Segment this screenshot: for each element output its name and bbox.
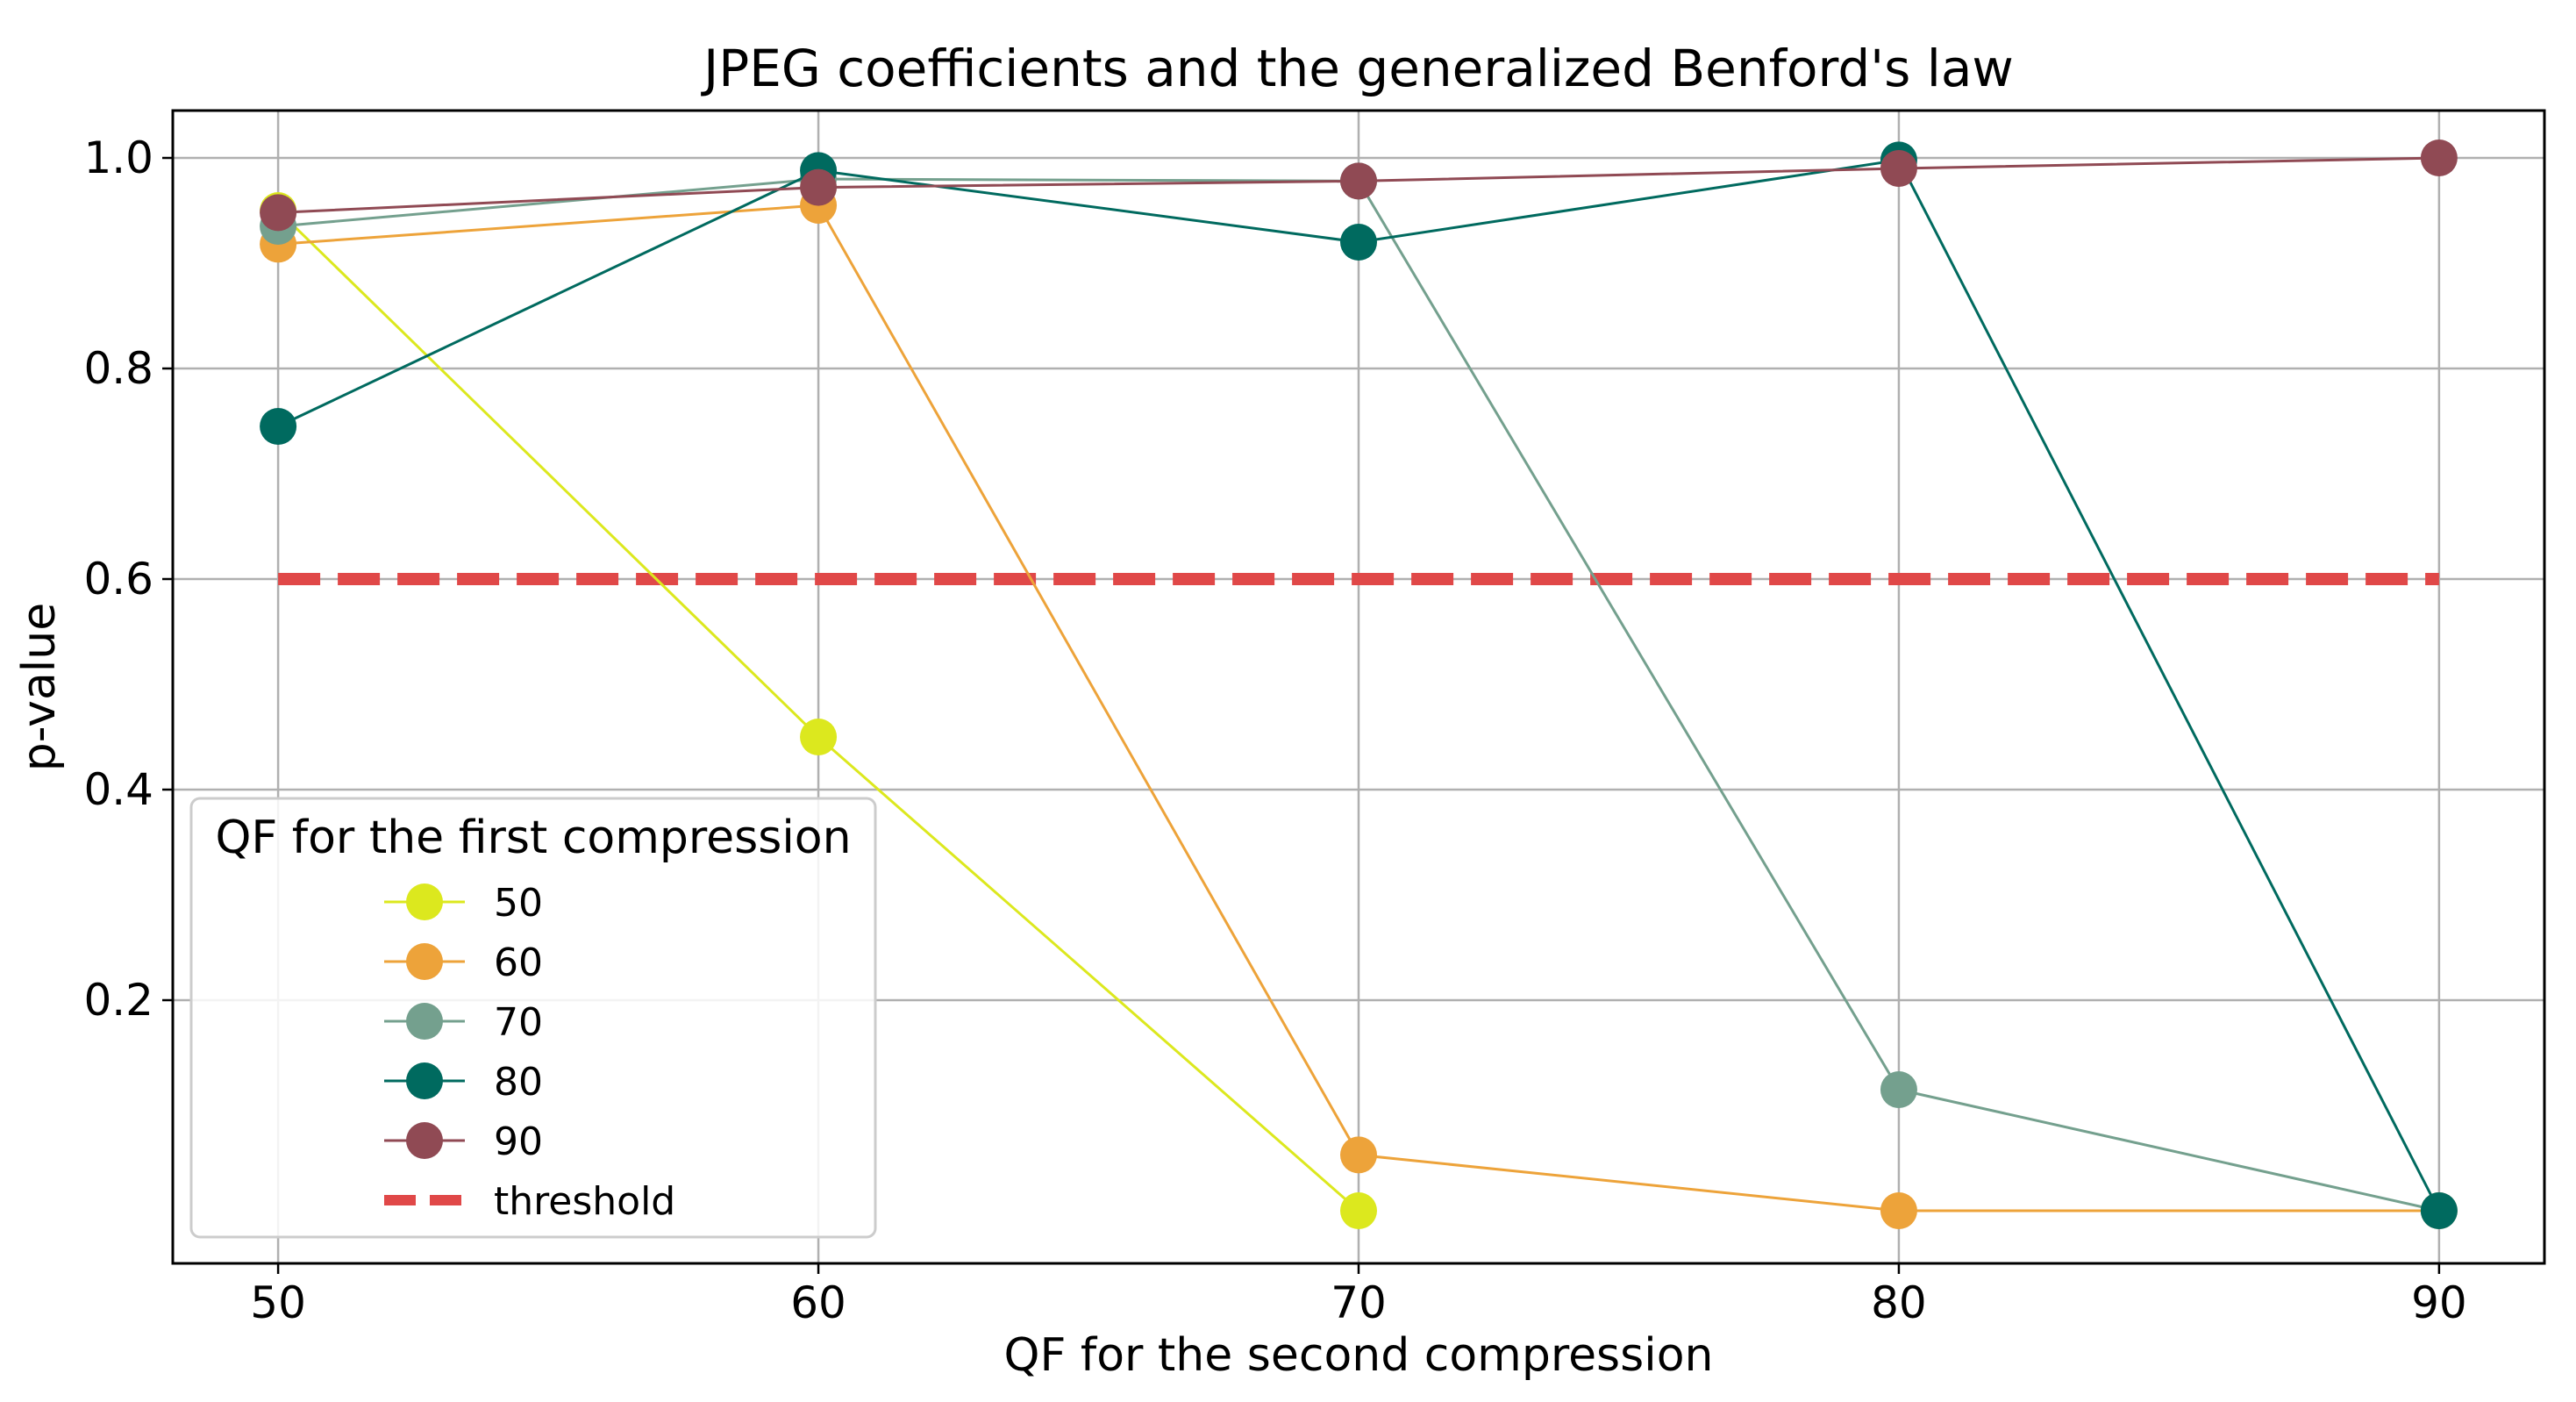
legend-marker-60 <box>406 943 443 980</box>
legend-marker-80 <box>406 1062 443 1099</box>
legend-title: QF for the first compression <box>215 812 851 864</box>
legend-item-threshold: threshold <box>384 1179 675 1224</box>
x-tick-label: 70 <box>1331 1277 1387 1328</box>
data-point-60-at-70 <box>1340 1136 1377 1174</box>
legend-label-70: 70 <box>494 1000 543 1045</box>
legend-item-90: 90 <box>384 1119 543 1164</box>
y-tick-label: 0.4 <box>83 764 153 815</box>
data-point-80-at-70 <box>1340 224 1377 261</box>
chart-title: JPEG coefficients and the generalized Be… <box>701 39 2014 98</box>
legend: QF for the first compression 50 60 70 80 90 t… <box>189 797 877 1239</box>
legend-label-threshold: threshold <box>494 1179 675 1224</box>
y-tick-label: 0.8 <box>83 343 153 394</box>
x-tick-label: 80 <box>1871 1277 1927 1328</box>
data-point-50-at-70 <box>1340 1192 1377 1229</box>
legend-item-60: 60 <box>384 941 543 985</box>
legend-item-70: 70 <box>384 1000 543 1045</box>
data-point-50-at-60 <box>800 719 838 755</box>
x-tick-label: 50 <box>250 1277 306 1328</box>
legend-label-60: 60 <box>494 941 543 985</box>
legend-item-80: 80 <box>384 1060 543 1105</box>
y-tick-label: 1.0 <box>83 132 153 183</box>
legend-marker-50 <box>406 883 443 920</box>
x-tick-label: 60 <box>790 1277 846 1328</box>
data-point-90-at-80 <box>1880 150 1917 187</box>
x-tick-label: 90 <box>2411 1277 2467 1328</box>
x-axis-ticks: 50 60 70 80 90 <box>250 1263 2467 1328</box>
y-axis-label: p-value <box>13 603 66 771</box>
legend-label-50: 50 <box>494 881 543 926</box>
legend-label-80: 80 <box>494 1060 543 1105</box>
data-point-70-at-80 <box>1880 1071 1917 1108</box>
legend-item-50: 50 <box>384 881 543 926</box>
data-series <box>260 139 2458 1229</box>
data-point-80-at-90 <box>2420 1192 2458 1229</box>
data-point-90-at-60 <box>800 168 838 206</box>
legend-marker-70 <box>406 1003 443 1040</box>
y-tick-label: 0.6 <box>83 554 153 604</box>
legend-box <box>189 797 877 1239</box>
data-point-90-at-50 <box>260 194 297 232</box>
series-90 <box>260 139 2458 232</box>
legend-label-90: 90 <box>494 1119 543 1164</box>
data-point-60-at-80 <box>1880 1192 1917 1229</box>
plot-frame <box>171 109 2546 1265</box>
grid <box>173 111 2544 1263</box>
data-point-90-at-90 <box>2420 139 2458 176</box>
legend-marker-90 <box>406 1122 443 1159</box>
y-tick-label: 0.2 <box>83 975 153 1026</box>
data-point-90-at-70 <box>1340 162 1377 200</box>
x-axis-label: QF for the second compression <box>1004 1329 1714 1382</box>
y-axis-ticks: 0.2 0.4 0.6 0.8 1.0 <box>83 132 173 1026</box>
data-point-80-at-50 <box>260 408 297 445</box>
